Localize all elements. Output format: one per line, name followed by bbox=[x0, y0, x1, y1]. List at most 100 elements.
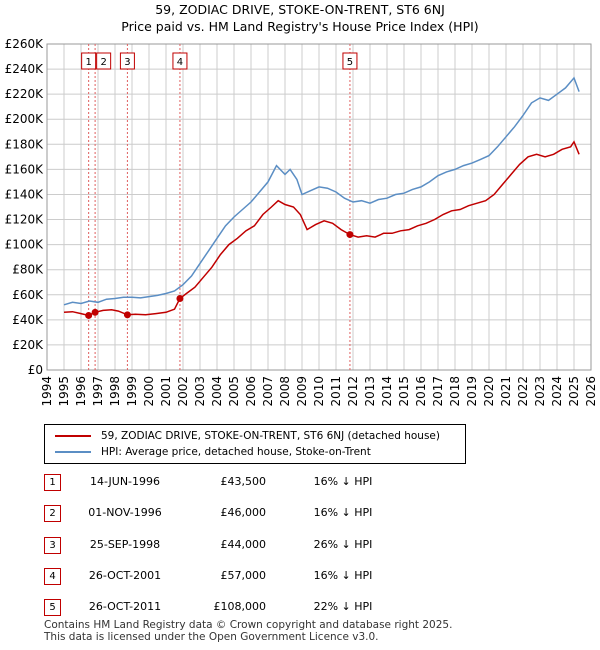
sales-row: 2 01-NOV-1996 £46,000 16% ↓ HPI bbox=[44, 505, 444, 536]
sale-number-badge: 4 bbox=[44, 567, 61, 585]
sale-price: £44,000 bbox=[220, 537, 267, 551]
sale-marker-badge bbox=[172, 52, 188, 70]
x-tick-label: 2017 bbox=[431, 376, 445, 407]
x-tick-label: 2015 bbox=[397, 376, 411, 407]
x-tick-label: 2024 bbox=[550, 376, 564, 407]
x-tick-label: 2022 bbox=[516, 376, 530, 407]
sales-row: 4 26-OCT-2001 £57,000 16% ↓ HPI bbox=[44, 567, 444, 599]
sale-number-badge: 2 bbox=[44, 505, 61, 523]
sale-number-badge: 3 bbox=[44, 536, 61, 554]
x-tick-label: 2007 bbox=[261, 376, 275, 407]
y-tick-label: £60K bbox=[12, 288, 44, 302]
sale-marker-label: 4 bbox=[177, 57, 183, 68]
footer-line: Contains HM Land Registry data © Crown c… bbox=[44, 619, 453, 631]
y-tick-label: £140K bbox=[5, 187, 45, 201]
sale-point bbox=[176, 295, 184, 303]
legend-label-hpi: HPI: Average price, detached house, Stok… bbox=[101, 446, 371, 458]
x-tick-label: 2016 bbox=[414, 376, 428, 407]
sale-hpi-diff: 22% ↓ HPI bbox=[313, 600, 373, 614]
x-tick-label: 2023 bbox=[533, 376, 547, 407]
x-tick-label: 2019 bbox=[465, 376, 479, 407]
sale-date: 26-OCT-2011 bbox=[88, 600, 162, 614]
sales-row: 5 26-OCT-2011 £108,000 22% ↓ HPI bbox=[44, 599, 444, 630]
chart-subtitle: Price paid vs. HM Land Registry's House … bbox=[121, 19, 479, 34]
x-tick-label: 2009 bbox=[295, 376, 309, 407]
sale-marker-label: 3 bbox=[124, 57, 130, 68]
sale-marker-badge bbox=[96, 52, 112, 70]
sale-price: £57,000 bbox=[220, 568, 267, 582]
sale-marker-badge bbox=[81, 52, 97, 70]
sale-date: 14-JUN-1996 bbox=[89, 475, 161, 488]
sale-number-badge: 1 bbox=[44, 474, 61, 491]
sale-marker-label: 1 bbox=[85, 57, 91, 68]
x-tick-label: 2008 bbox=[278, 376, 292, 407]
sale-price: £108,000 bbox=[213, 600, 267, 614]
y-tick-label: £120K bbox=[5, 213, 45, 227]
sale-point bbox=[123, 311, 131, 319]
legend-item-property: 59, ZODIAC DRIVE, STOKE-ON-TRENT, ST6 6N… bbox=[55, 428, 440, 444]
sale-marker-label: 5 bbox=[347, 57, 353, 68]
x-tick-label: 1996 bbox=[74, 376, 88, 407]
x-tick-label: 2003 bbox=[193, 376, 207, 407]
sale-hpi-diff: 16% ↓ HPI bbox=[313, 568, 373, 582]
sale-marker-badge bbox=[119, 52, 135, 70]
y-tick-label: £220K bbox=[5, 87, 45, 101]
y-tick-label: £200K bbox=[5, 112, 45, 126]
footer-attribution: Contains HM Land Registry data © Crown c… bbox=[44, 619, 453, 643]
x-tick-label: 2011 bbox=[329, 376, 343, 407]
sale-date: 01-NOV-1996 bbox=[88, 506, 162, 520]
legend-label-property: 59, ZODIAC DRIVE, STOKE-ON-TRENT, ST6 6N… bbox=[101, 430, 440, 442]
y-tick-label: £180K bbox=[5, 137, 45, 151]
y-tick-label: £160K bbox=[5, 162, 45, 176]
x-tick-label: 1997 bbox=[91, 376, 105, 407]
footer-line: This data is licensed under the Open Gov… bbox=[44, 630, 379, 643]
sale-hpi-diff: 26% ↓ HPI bbox=[313, 537, 373, 551]
y-tick-label: £40K bbox=[12, 313, 44, 327]
x-tick-label: 2006 bbox=[244, 376, 258, 407]
x-tick-label: 2002 bbox=[176, 376, 190, 407]
legend-swatch-property bbox=[55, 435, 91, 437]
x-tick-label: 2025 bbox=[567, 376, 581, 407]
sale-date: 25-SEP-1998 bbox=[89, 537, 161, 551]
x-tick-label: 2018 bbox=[448, 376, 462, 407]
sale-price: £46,000 bbox=[220, 506, 267, 520]
sale-point bbox=[91, 308, 99, 316]
x-tick-label: 2010 bbox=[312, 376, 326, 407]
sale-price: £43,500 bbox=[220, 475, 267, 488]
x-tick-label: 2021 bbox=[499, 376, 513, 407]
plot-border bbox=[46, 43, 592, 371]
x-tick-label: 2020 bbox=[482, 376, 496, 407]
y-tick-label: £260K bbox=[5, 37, 45, 51]
sales-table: 1 14-JUN-1996 £43,500 16% ↓ HPI 2 01-NOV… bbox=[44, 474, 444, 630]
x-tick-label: 1998 bbox=[108, 376, 122, 407]
x-tick-label: 2000 bbox=[142, 376, 156, 407]
x-tick-label: 2012 bbox=[346, 376, 360, 407]
x-tick-label: 2026 bbox=[584, 376, 598, 407]
sale-hpi-diff: 16% ↓ HPI bbox=[313, 475, 373, 488]
legend-swatch-hpi bbox=[55, 451, 91, 453]
y-tick-label: £240K bbox=[5, 62, 45, 76]
sales-row: 1 14-JUN-1996 £43,500 16% ↓ HPI bbox=[44, 474, 444, 505]
x-tick-label: 2014 bbox=[380, 376, 394, 407]
x-tick-label: 2004 bbox=[210, 376, 224, 407]
sale-number-badge: 5 bbox=[44, 599, 61, 617]
property-price-line bbox=[63, 140, 580, 317]
x-tick-label: 1994 bbox=[40, 376, 54, 407]
price-chart: £0 £20K £40K £60K £80K £100K £120K £140K £160K £1… bbox=[5, 37, 598, 407]
x-tick-label: 1995 bbox=[57, 376, 71, 407]
y-tick-label: £0 bbox=[28, 363, 43, 377]
x-tick-label: 2001 bbox=[159, 376, 173, 407]
sale-hpi-diff: 16% ↓ HPI bbox=[313, 506, 373, 520]
x-tick-label: 2005 bbox=[227, 376, 241, 407]
hpi-line bbox=[63, 76, 580, 306]
chart-title: 59, ZODIAC DRIVE, STOKE-ON-TRENT, ST6 6N… bbox=[155, 2, 445, 17]
y-tick-label: £80K bbox=[12, 263, 44, 277]
sale-marker-label: 2 bbox=[100, 57, 106, 68]
legend: 59, ZODIAC DRIVE, STOKE-ON-TRENT, ST6 6N… bbox=[44, 424, 466, 464]
sale-marker-badge bbox=[342, 52, 358, 70]
y-tick-label: £20K bbox=[12, 338, 44, 352]
x-tick-label: 1999 bbox=[125, 376, 139, 407]
x-tick-label: 2013 bbox=[363, 376, 377, 407]
sale-point bbox=[85, 311, 93, 319]
legend-item-hpi: HPI: Average price, detached house, Stok… bbox=[55, 444, 371, 460]
